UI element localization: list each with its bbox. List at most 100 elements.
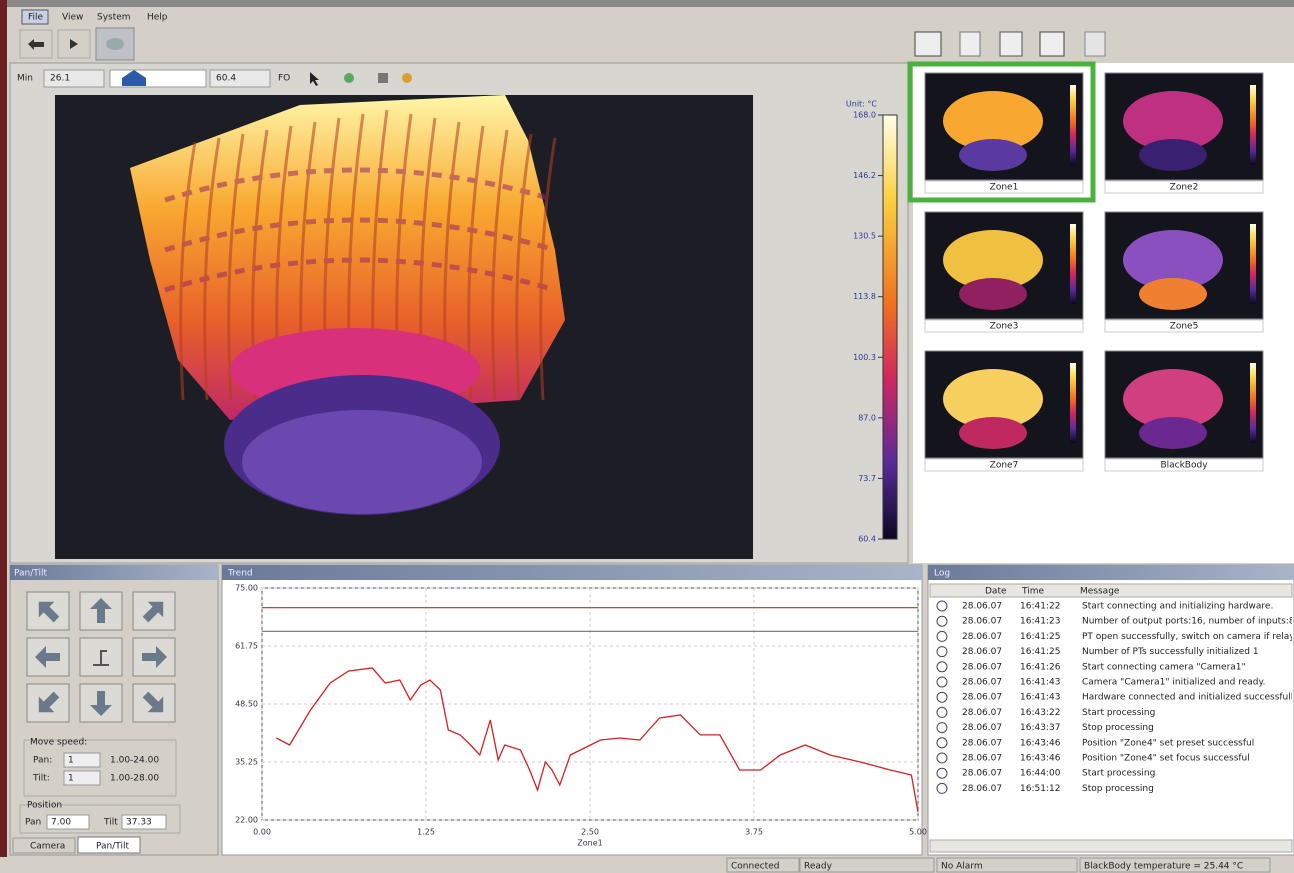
log-cell: PT open successfully, switch on camera i… bbox=[1082, 632, 1294, 642]
tab[interactable] bbox=[12, 837, 76, 854]
log-cell: 16:41:26 bbox=[1020, 662, 1061, 672]
panel-header bbox=[928, 565, 1294, 580]
max-input[interactable] bbox=[209, 69, 271, 88]
log-cell: 28.06.07 bbox=[962, 708, 1002, 718]
log-cell: 28.06.07 bbox=[962, 784, 1002, 794]
colorbar-label: 87.0 bbox=[858, 413, 876, 422]
info-icon bbox=[936, 752, 948, 764]
input-value: 7.00 bbox=[51, 818, 71, 828]
log-cell: 16:43:37 bbox=[1020, 723, 1060, 733]
log-cell: 28.06.07 bbox=[962, 738, 1002, 748]
label: Tilt: bbox=[32, 774, 50, 784]
input[interactable] bbox=[63, 752, 101, 768]
main-toolbar bbox=[19, 27, 1106, 61]
thumb-shape bbox=[959, 278, 1027, 310]
tab-label[interactable]: Camera bbox=[30, 842, 65, 852]
tool-icon[interactable] bbox=[378, 73, 388, 83]
thumb-caption: Zone1 bbox=[990, 183, 1019, 193]
menu-item[interactable]: Help bbox=[147, 13, 168, 23]
tab-label[interactable]: Pan/Tilt bbox=[96, 842, 129, 852]
thumb-caption: Zone5 bbox=[1170, 322, 1199, 332]
slider-thumb[interactable] bbox=[122, 70, 146, 86]
fit-button[interactable]: FO bbox=[278, 74, 290, 84]
cursor-icon[interactable] bbox=[310, 72, 319, 86]
log-cell: Stop processing bbox=[1082, 784, 1154, 794]
input-value: 1 bbox=[68, 774, 74, 784]
thumb-shape bbox=[1123, 91, 1223, 151]
thumb-caption: BlackBody bbox=[1160, 461, 1208, 471]
log-cell: 16:43:46 bbox=[1020, 754, 1061, 764]
menu-item[interactable]: View bbox=[62, 13, 83, 23]
thumb-caption-bg bbox=[1104, 319, 1264, 333]
thermal-image bbox=[55, 95, 753, 559]
thumb-caption: Zone2 bbox=[1170, 183, 1199, 193]
info-icon bbox=[936, 630, 948, 642]
tool-button[interactable] bbox=[19, 29, 53, 59]
log-cell: Stop processing bbox=[1082, 723, 1154, 733]
arrow-icon bbox=[38, 691, 60, 713]
stripe bbox=[491, 129, 509, 401]
log-cell: Camera "Camera1" initialized and ready. bbox=[1082, 678, 1265, 688]
arrow-icon bbox=[142, 691, 164, 713]
tool-button[interactable] bbox=[959, 31, 981, 57]
status-text: BlackBody temperature = 25.44 °C bbox=[1084, 862, 1243, 872]
log-cell: 28.06.07 bbox=[962, 754, 1002, 764]
log-cell: 16:44:00 bbox=[1020, 769, 1061, 779]
tab-active[interactable] bbox=[77, 836, 141, 854]
tool-button[interactable] bbox=[1084, 31, 1106, 57]
label: Pan: bbox=[33, 756, 52, 766]
arrow-icon bbox=[142, 601, 164, 623]
log-cell: 16:43:22 bbox=[1020, 708, 1060, 718]
log-cell: Number of output ports:16, number of inp… bbox=[1082, 617, 1294, 627]
thumb-shape bbox=[943, 230, 1043, 290]
panel-header bbox=[10, 565, 218, 580]
tool-icon[interactable] bbox=[402, 73, 412, 83]
thumb-colorbar bbox=[1250, 224, 1256, 304]
icon bbox=[70, 39, 78, 49]
thumb-caption: Zone3 bbox=[990, 322, 1019, 332]
colorbar-label: 113.8 bbox=[853, 292, 876, 301]
x-tick-label: 2.50 bbox=[581, 828, 599, 837]
stripe bbox=[539, 137, 557, 401]
thumb-shape bbox=[959, 417, 1027, 449]
log-cell: 16:43:46 bbox=[1020, 738, 1061, 748]
stripe bbox=[179, 141, 197, 401]
status-cell bbox=[936, 857, 1078, 873]
thumb-colorbar bbox=[1250, 85, 1256, 165]
trend-line bbox=[276, 667, 919, 813]
input[interactable] bbox=[121, 814, 167, 830]
column-header[interactable]: Message bbox=[1080, 587, 1120, 597]
menu-item[interactable]: System bbox=[97, 13, 131, 23]
group-box bbox=[19, 804, 181, 834]
min-input[interactable] bbox=[43, 69, 105, 88]
thumb-caption-bg bbox=[1104, 180, 1264, 194]
scrollbar[interactable] bbox=[929, 839, 1293, 853]
tool-icon[interactable] bbox=[344, 73, 354, 83]
thumb-caption-bg bbox=[924, 458, 1084, 472]
thumb-caption-bg bbox=[1104, 458, 1264, 472]
column-header[interactable]: Time bbox=[1021, 587, 1044, 597]
info-icon bbox=[936, 615, 948, 627]
x-tick-label: 3.75 bbox=[745, 828, 763, 837]
log-cell: 28.06.07 bbox=[962, 693, 1002, 703]
tool-button[interactable] bbox=[914, 31, 942, 57]
colorbar-label: 130.5 bbox=[853, 232, 876, 241]
column-header[interactable]: Date bbox=[985, 587, 1007, 597]
y-tick-label: 48.50 bbox=[235, 700, 258, 709]
thumb-shape bbox=[1123, 369, 1223, 429]
y-tick-label: 61.75 bbox=[235, 642, 258, 651]
thumb-colorbar bbox=[1070, 363, 1076, 443]
log-cell: 28.06.07 bbox=[962, 662, 1002, 672]
status-text: Connected bbox=[731, 862, 779, 872]
tool-button[interactable] bbox=[1039, 31, 1065, 57]
menu-item[interactable]: File bbox=[28, 13, 44, 23]
input[interactable] bbox=[46, 814, 90, 830]
log-cell: Start processing bbox=[1082, 769, 1155, 779]
x-tick-label: 5.00 bbox=[909, 828, 927, 837]
thumb-caption: Zone7 bbox=[990, 461, 1019, 471]
input[interactable] bbox=[63, 770, 101, 786]
colorbar-label: 73.7 bbox=[858, 474, 876, 483]
log-cell: 28.06.07 bbox=[962, 602, 1002, 612]
tool-button[interactable] bbox=[999, 31, 1023, 57]
log-cell: 16:41:43 bbox=[1020, 693, 1060, 703]
